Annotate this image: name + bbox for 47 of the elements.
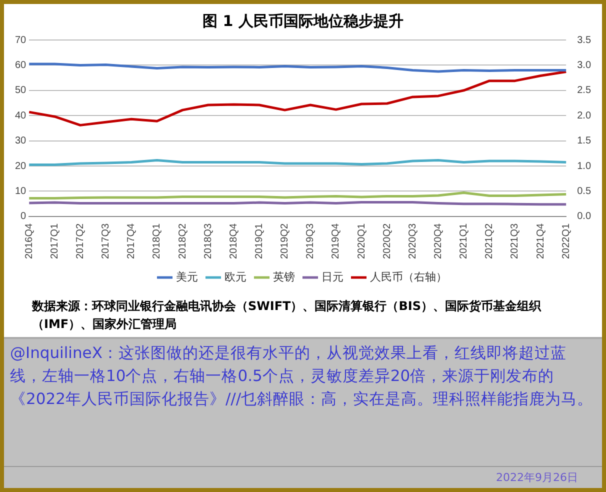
y-tick-label: 10	[15, 186, 27, 197]
x-tick-label: 2017Q3	[100, 222, 112, 260]
legend-label: 欧元	[224, 272, 246, 284]
x-tick-label: 2019Q2	[280, 222, 291, 260]
y-tick-label: 40	[15, 110, 27, 122]
y2-tick-label: 0.5	[577, 186, 592, 197]
y-tick-label: 30	[15, 136, 27, 147]
x-tick-label: 2016Q4	[24, 222, 35, 260]
x-tick-label: 2018Q2	[177, 222, 188, 260]
x-tick-label: 2020Q2	[382, 222, 393, 260]
y2-tick-label: 0.0	[577, 211, 592, 222]
x-tick-label: 2017Q1	[49, 222, 60, 260]
x-tick-label: 2018Q1	[152, 222, 163, 260]
x-tick-label: 2019Q1	[254, 222, 266, 260]
chart-title: 图 1 人民币国际地位稳步提升	[202, 12, 404, 31]
y2-tick-label: 2.0	[577, 110, 592, 122]
y2-tick-label: 1.5	[577, 136, 592, 147]
y-tick-label: 20	[15, 160, 27, 172]
legend-label: 美元	[176, 270, 198, 284]
y-tick-label: 60	[15, 60, 27, 71]
x-tick-label: 2020Q4	[432, 222, 444, 260]
x-tick-label: 2019Q3	[305, 222, 316, 260]
legend-label: 英镑	[272, 270, 295, 284]
x-tick-label: 2020Q3	[407, 222, 418, 260]
x-tick-label: 2018Q4	[228, 222, 240, 260]
x-tick-label: 2020Q1	[356, 222, 368, 260]
source-note: 数据来源：环球同业银行金融电讯协会（SWIFT）、国际清算银行（BIS）、国际货币基金组织（IMF）、国家外汇管理局	[30, 298, 542, 333]
y2-tick-label: 3.0	[577, 60, 592, 71]
text: @InquilineX：这张图做的还是很有水平的，从视觉效果上看，红线即将超过蓝线，左轴一格10个点，右轴一格0.5个点，灵敏度差异20倍，来源于刚发布的《2022年人民币国际化报告》///乜斜醉眼：高，实在是高。理科照样能指鹿为马。	[4, 337, 602, 466]
x-tick-label: 2021Q1	[458, 222, 470, 260]
y-tick-label: 50	[15, 85, 27, 96]
x-tick-label: 2018Q3	[202, 222, 214, 260]
x-tick-label: 2017Q2	[75, 222, 86, 260]
x-tick-label: 2021Q2	[484, 222, 496, 260]
x-tick-label: 2022Q1	[560, 222, 572, 260]
x-tick-label: 2021Q3	[510, 222, 521, 260]
x-tick-label: 2019Q4	[330, 222, 342, 260]
legend-label: 日元	[321, 272, 344, 284]
y2-tick-label: 2.5	[577, 85, 592, 96]
text: 2022年9月26日	[4, 466, 602, 488]
y2-tick-label: 1.0	[577, 160, 592, 172]
y-tick-label: 70	[15, 34, 27, 46]
y2-tick-label: 3.5	[577, 34, 592, 46]
y-tick-label: 0	[20, 211, 27, 222]
x-tick-label: 2021Q4	[535, 222, 546, 260]
x-tick-label: 2017Q4	[126, 222, 138, 260]
legend-label: 人民币（右轴）	[370, 270, 447, 284]
